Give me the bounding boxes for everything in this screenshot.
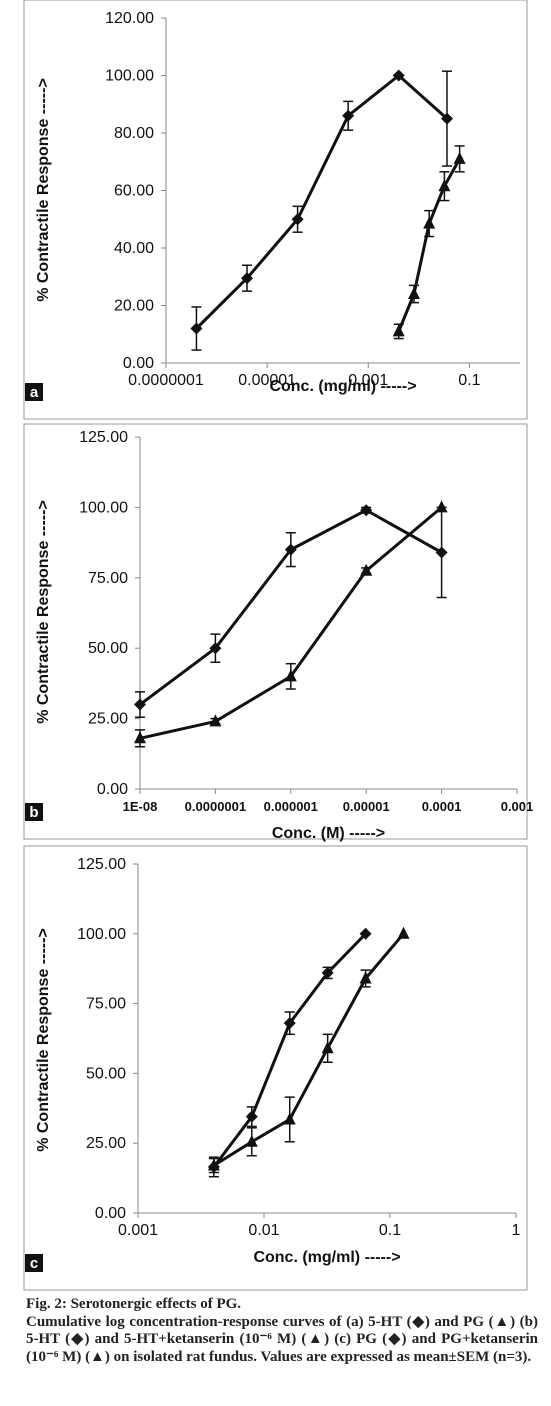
series-line	[397, 158, 461, 332]
x-tick-label: 0.1	[379, 1222, 401, 1239]
data-point-triangle	[392, 324, 405, 337]
y-tick-label: 50.00	[86, 1065, 126, 1082]
chart-panel-c: 0.00 25.00 50.00 75.00 100.00 125.00 0.001 0.01…	[23, 845, 528, 1291]
panel-frame	[23, 423, 528, 840]
chart-panel-a: 0.00 20.00 40.00 60.00 80.00 100.00 120.00 0.00…	[23, 0, 528, 420]
data-point-triangle	[284, 669, 297, 682]
data-point-triangle	[207, 1158, 220, 1171]
data-point-triangle	[360, 563, 373, 576]
y-tick-label: 75.00	[86, 996, 126, 1013]
panel-tag-label: a	[30, 384, 39, 401]
y-tick-label: 0.00	[123, 355, 154, 372]
y-tick-label: 40.00	[114, 240, 154, 257]
caption-text: Cumulative log concentration-response cu…	[26, 1313, 538, 1365]
y-tick-label: 20.00	[114, 298, 154, 315]
panel-frame	[23, 0, 528, 420]
data-point-triangle	[423, 216, 436, 229]
x-tick-label: 0.1	[458, 372, 480, 389]
data-point-diamond	[359, 927, 372, 940]
x-axis-label: Conc. (mg/ml) ----->	[253, 1249, 400, 1266]
y-tick-label: 100.00	[79, 499, 128, 516]
x-tick-label: 0.00001	[343, 799, 390, 814]
x-tick-label: 0.0001	[422, 799, 462, 814]
y-axis-label: % Contractile Response ----->	[35, 500, 52, 724]
x-tick-label: 0.0000001	[128, 372, 204, 389]
y-tick-label: 80.00	[114, 125, 154, 142]
data-point-triangle	[397, 926, 410, 939]
data-point-diamond	[291, 213, 304, 226]
series-triangle	[392, 145, 466, 340]
data-point-triangle	[245, 1134, 258, 1147]
data-point-triangle	[283, 1112, 296, 1125]
y-tick-label: 60.00	[114, 183, 154, 200]
data-point-diamond	[342, 109, 355, 122]
x-axis-label: Conc. (mg/ml) ----->	[269, 378, 416, 395]
panel-tag-label: b	[29, 804, 38, 821]
data-point-diamond	[241, 272, 254, 285]
y-axis-label: % Contractile Response ----->	[35, 78, 52, 302]
y-tick-label: 125.00	[77, 856, 126, 873]
x-tick-label: 1	[512, 1222, 521, 1239]
y-tick-label: 100.00	[77, 926, 126, 943]
data-point-triangle	[321, 1041, 334, 1054]
x-tick-label: 1E-08	[123, 799, 158, 814]
y-tick-label: 125.00	[79, 429, 128, 446]
panel-tag	[25, 803, 43, 821]
data-point-triangle	[453, 151, 466, 164]
data-point-triangle	[438, 179, 451, 192]
data-point-triangle	[435, 500, 448, 513]
y-axis-label: % Contractile Response ----->	[35, 928, 52, 1152]
panel-tag	[25, 383, 43, 401]
series-triangle	[207, 926, 410, 1174]
y-tick-label: 120.00	[105, 10, 154, 27]
series-line	[195, 74, 448, 330]
data-point-triangle	[209, 714, 222, 727]
data-point-triangle	[359, 971, 372, 984]
panel-tag	[25, 1254, 43, 1272]
data-point-diamond	[190, 322, 203, 335]
data-point-triangle	[134, 731, 146, 744]
data-point-diamond	[360, 504, 373, 517]
series-diamond	[207, 927, 372, 1178]
y-tick-label: 25.00	[86, 1135, 126, 1152]
data-point-diamond	[392, 69, 405, 82]
figure-caption: Fig. 2: Serotonergic effects of PG. Cumu…	[26, 1296, 538, 1366]
series-triangle	[134, 500, 448, 748]
panel-tag-label: c	[30, 1255, 38, 1272]
x-tick-label: 0.001	[348, 372, 388, 389]
data-point-diamond	[321, 966, 334, 979]
y-tick-label: 100.00	[105, 68, 154, 85]
x-axis-label: Conc. (M) ----->	[272, 825, 385, 842]
figure-panels: 0.00 20.00 40.00 60.00 80.00 100.00 120.00 0.00…	[23, 0, 534, 1291]
y-tick-label: 25.00	[88, 711, 128, 728]
x-tick-label: 0.001	[501, 799, 534, 814]
data-point-diamond	[245, 1110, 258, 1123]
data-point-diamond	[284, 543, 297, 556]
x-tick-label: 0.001	[118, 1222, 158, 1239]
data-point-diamond	[440, 112, 453, 125]
series-line	[213, 932, 405, 1167]
y-tick-label: 0.00	[97, 781, 128, 798]
y-tick-label: 0.00	[95, 1205, 126, 1222]
series-diamond	[134, 504, 448, 718]
y-tick-label: 75.00	[88, 570, 128, 587]
x-tick-label: 0.01	[248, 1222, 279, 1239]
data-point-diamond	[283, 1017, 296, 1030]
data-point-diamond	[134, 698, 146, 711]
series-diamond	[190, 69, 453, 351]
data-point-triangle	[407, 287, 420, 299]
data-point-diamond	[209, 642, 222, 655]
caption-title: Fig. 2: Serotonergic effects of PG.	[26, 1296, 242, 1312]
data-point-diamond	[435, 546, 448, 559]
chart-panel-b: 0.00 25.00 50.00 75.00 100.00 125.00 1E-08 0.00…	[23, 423, 534, 842]
x-tick-label: 0.0000001	[185, 799, 246, 814]
x-tick-label: 0.00001	[238, 372, 296, 389]
x-tick-label: 0.000001	[264, 799, 318, 814]
y-tick-label: 50.00	[88, 640, 128, 657]
panel-frame	[23, 845, 528, 1291]
